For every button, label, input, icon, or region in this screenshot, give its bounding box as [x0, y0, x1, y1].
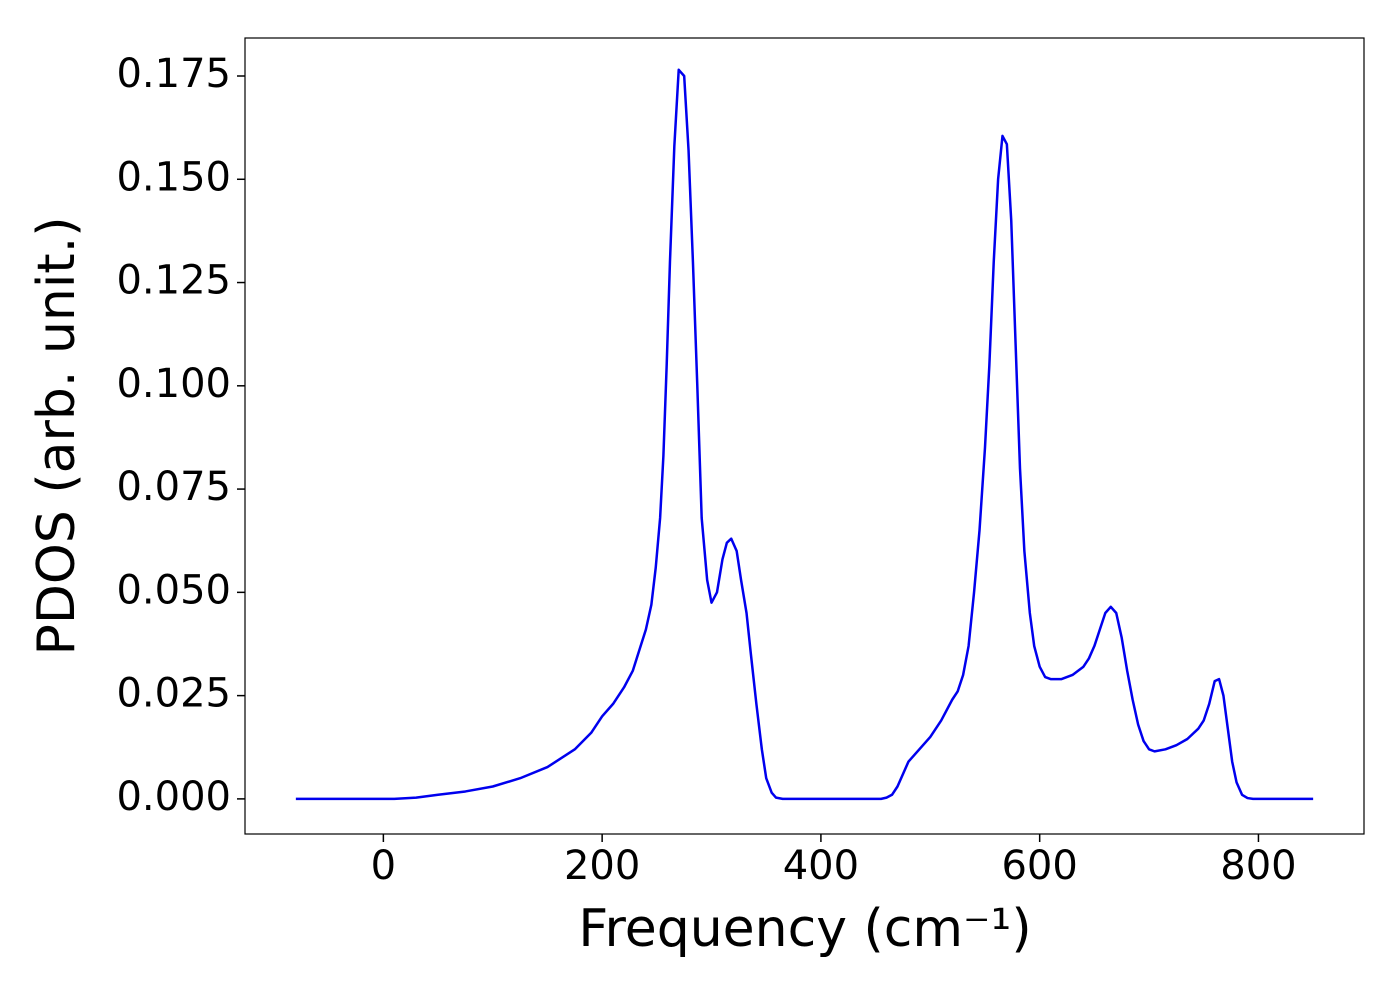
plot-frame: [244, 37, 1365, 835]
x-tick-label: 400: [783, 843, 859, 889]
y-tick-label: 0.100: [116, 361, 231, 407]
y-tick-label: 0.000: [116, 774, 231, 820]
x-tick-label: 800: [1220, 843, 1296, 889]
y-axis-label: PDOS (arb. unit.): [27, 216, 87, 655]
x-tick-label: 0: [371, 843, 396, 889]
y-tick-label: 0.125: [116, 258, 231, 304]
y-tick-label: 0.050: [116, 567, 231, 613]
data-line: [295, 68, 1314, 801]
y-tick-label: 0.150: [116, 154, 231, 200]
y-tick-label: 0.175: [116, 51, 231, 97]
y-tick-label: 0.075: [116, 464, 231, 510]
y-tick-label: 0.025: [116, 671, 231, 717]
x-tick-label: 600: [1001, 843, 1077, 889]
x-axis-label: Frequency (cm⁻¹): [578, 899, 1031, 959]
x-tick-label: 200: [564, 843, 640, 889]
